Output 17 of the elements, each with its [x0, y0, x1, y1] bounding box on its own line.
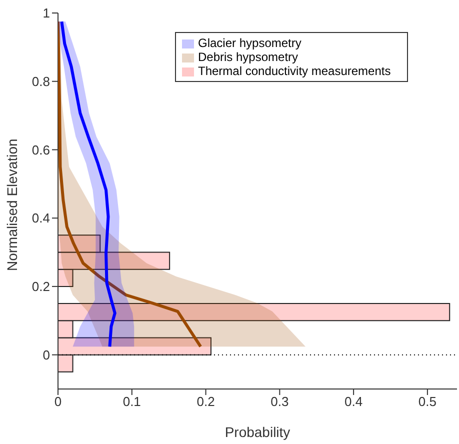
x-tick-label: 0.5 — [418, 394, 436, 410]
y-tick-label: 1 — [42, 6, 50, 21]
legend-label: Debris hypsometry — [198, 50, 298, 64]
legend-label: Thermal conductivity measurements — [198, 64, 391, 78]
x-tick-label: 0.3 — [270, 394, 289, 410]
y-tick-label: 0.4 — [32, 210, 50, 226]
x-tick-label: 0.4 — [344, 394, 363, 410]
x-tick-label: 0.2 — [196, 394, 215, 410]
y-tick-label: 0.2 — [32, 279, 50, 294]
x-axis-title: Probability — [224, 424, 290, 440]
legend-label: Glacier hypsometry — [198, 36, 302, 50]
y-axis-title: Normalised Elevation — [4, 138, 20, 271]
y-tick-label: 0.8 — [32, 74, 50, 89]
x-tick-label: 0.1 — [122, 394, 141, 410]
y-tick-label: 0.6 — [32, 142, 50, 158]
y-tick-label: 0 — [42, 347, 50, 362]
x-tick-label: 0 — [54, 394, 62, 410]
